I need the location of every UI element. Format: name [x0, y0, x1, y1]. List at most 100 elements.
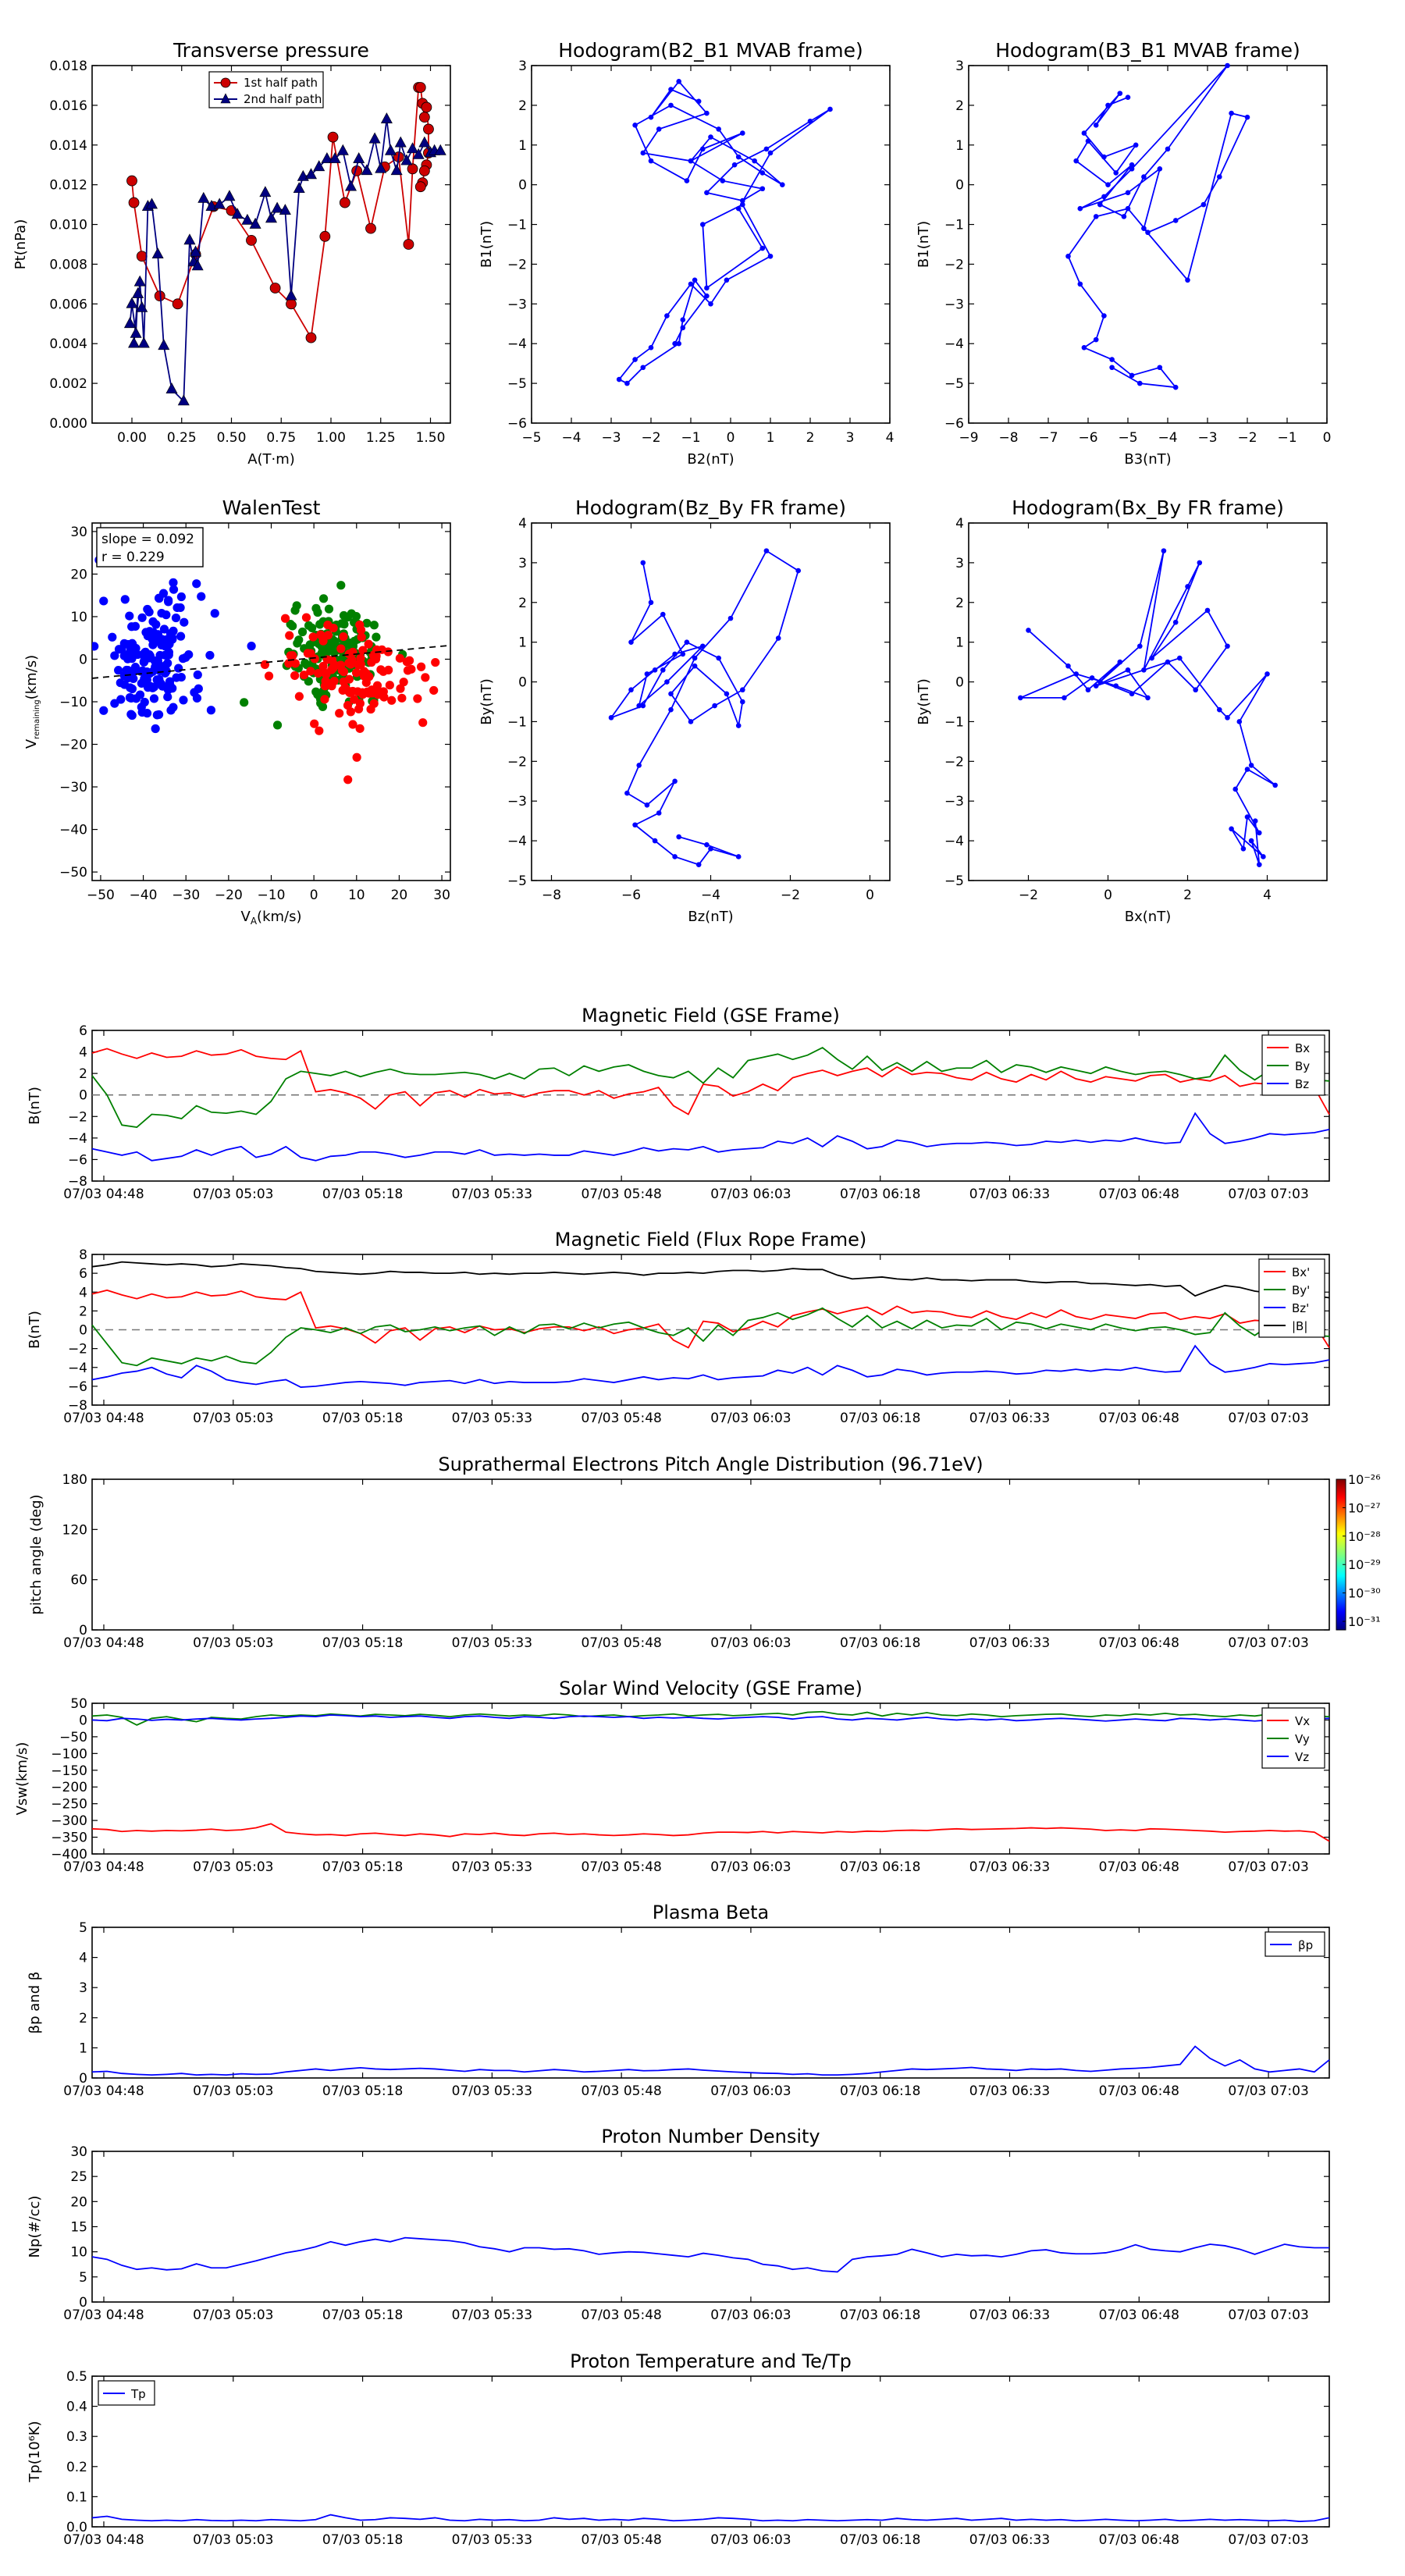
solar-wind-velocity-ytick-label: −250 [51, 1797, 87, 1813]
transverse-pressure-point [128, 336, 140, 348]
transverse-pressure-point [434, 144, 446, 155]
hodogram-b3-b1-point [1085, 138, 1091, 144]
proton-number-density-title: Proton Number Density [601, 2126, 820, 2147]
hodogram-bz-by-point [664, 679, 670, 685]
hodogram-bx-by-point [1093, 683, 1099, 688]
walen-test-point [354, 660, 363, 670]
magnetic-field-flux-rope-series-B [91, 1261, 1330, 1299]
hodogram-b2-b1-point [731, 162, 738, 168]
walen-test-point [114, 645, 124, 654]
plasma-beta-ylabel: βp and β [27, 1972, 43, 2034]
plasma-beta-xtick-label: 07/03 06:18 [840, 2083, 920, 2099]
hodogram-bz-by-ytick-label: 1 [518, 635, 527, 651]
hodogram-bz-by-point [740, 699, 745, 705]
proton-number-density-frame [91, 2151, 1330, 2303]
magnetic-field-gse-xtick-label: 07/03 06:18 [840, 1187, 920, 1202]
transverse-pressure-point [418, 165, 430, 176]
proton-temperature-xtick-label: 07/03 05:48 [581, 2532, 661, 2548]
hodogram-b2-b1-point [716, 126, 721, 132]
walen-test-point [125, 611, 134, 621]
hodogram-bx-by-point [1229, 826, 1234, 832]
transverse-pressure-point [271, 201, 283, 213]
transverse-pressure-point [418, 136, 431, 148]
hodogram-b3-b1-point [1137, 380, 1143, 386]
walen-test-point [429, 685, 439, 696]
transverse-pressure-xtick-label: 0.75 [266, 430, 296, 446]
hodogram-b2-b1-point [632, 357, 638, 362]
hodogram-bz-by-point [735, 854, 742, 859]
hodogram-b2-b1-point [616, 376, 622, 382]
hodogram-b3-b1-xtick-label: −9 [959, 430, 978, 446]
proton-temperature-ytick-label: 0.0 [66, 2520, 87, 2535]
hodogram-bx-by-ytick-label: −1 [944, 714, 964, 730]
transverse-pressure-point [304, 168, 318, 180]
transverse-pressure-point [126, 175, 137, 187]
walen-test-point [127, 622, 137, 632]
hodogram-bx-by-ytick-label: −5 [944, 873, 964, 889]
walen-test-point [325, 646, 335, 656]
plasma-beta-xtick-label: 07/03 05:33 [452, 2083, 532, 2099]
pitch-angle-distribution-colorbar-label: 10⁻³¹ [1348, 1614, 1381, 1629]
hodogram-bx-by-point [1165, 659, 1171, 665]
walen-test-point [343, 775, 353, 785]
walen-test-point [318, 661, 328, 671]
walen-test-point [163, 658, 173, 668]
walen-test-point [99, 706, 108, 715]
proton-number-density-ytick-label: 10 [70, 2245, 87, 2261]
hodogram-b2-b1-point [668, 102, 674, 109]
walen-test-point [336, 581, 346, 590]
magnetic-field-flux-rope-ytick-label: 2 [79, 1304, 87, 1319]
proton-temperature-xtick-label: 07/03 06:18 [840, 2532, 920, 2548]
hodogram-b2-b1-point [656, 126, 662, 132]
transverse-pressure-point [177, 394, 190, 406]
walen-test-point [127, 667, 137, 676]
walen-test-point [343, 700, 353, 710]
hodogram-b3-b1-xtick-label: −6 [1078, 430, 1097, 446]
plasma-beta-xtick-label: 07/03 06:48 [1099, 2083, 1179, 2099]
walen-test-point [192, 693, 202, 703]
hodogram-bz-by-xtick-label: −6 [621, 888, 641, 903]
magnetic-field-flux-rope-title: Magnetic Field (Flux Rope Frame) [555, 1229, 866, 1251]
plasma-beta-legend-label: βp [1298, 1938, 1313, 1952]
magnetic-field-gse-ytick-label: −6 [68, 1152, 87, 1168]
hodogram-bz-by-point [668, 706, 674, 713]
walen-test-xtick-label: −20 [215, 888, 243, 903]
pitch-angle-distribution-colorbar-label: 10⁻²⁸ [1348, 1529, 1381, 1544]
magnetic-field-flux-rope-xtick-label: 07/03 05:03 [193, 1411, 273, 1426]
hodogram-b2-b1-point [759, 170, 766, 176]
hodogram-b3-b1-point [1229, 110, 1234, 116]
hodogram-bx-by-point [1225, 715, 1230, 720]
plasma-beta-xtick-label: 07/03 04:48 [63, 2083, 144, 2099]
hodogram-bx-by-point [1117, 659, 1123, 665]
solar-wind-velocity-series-Vx [91, 1823, 1330, 1842]
walen-test-ytick-label: −30 [59, 780, 87, 795]
magnetic-field-flux-rope-xtick-label: 07/03 04:48 [63, 1411, 144, 1426]
walen-test-point [348, 720, 357, 729]
transverse-pressure-point [375, 162, 387, 173]
magnetic-field-gse-xtick-label: 07/03 06:03 [710, 1187, 791, 1202]
transverse-pressure-ylabel: Pt(nPa) [12, 219, 29, 269]
magnetic-field-flux-rope-legend-label: By' [1292, 1283, 1310, 1297]
hodogram-b2-b1-point [807, 118, 813, 124]
magnetic-field-gse-ytick-label: 2 [79, 1066, 87, 1082]
solar-wind-velocity-ytick-label: 0 [79, 1713, 87, 1728]
walen-test-point [125, 649, 134, 658]
proton-number-density-ytick-label: 0 [79, 2295, 87, 2311]
walen-test-point [179, 696, 188, 705]
transverse-pressure-point [123, 317, 136, 329]
walen-test-point [286, 651, 295, 660]
magnetic-field-flux-rope-legend-label: Bz' [1292, 1301, 1309, 1315]
walen-test-point [314, 669, 323, 678]
solar-wind-velocity-legend-label: Vz [1295, 1750, 1309, 1764]
hodogram-bz-by-xtick-label: 0 [866, 888, 874, 903]
plasma-beta-ytick-label: 0 [79, 2071, 87, 2087]
walen-test-point [194, 684, 203, 693]
magnetic-field-flux-rope-xtick-label: 07/03 06:33 [969, 1411, 1050, 1426]
walen-test-point [343, 613, 353, 622]
solar-wind-velocity-ylabel: Vsw(km/s) [14, 1742, 30, 1816]
transverse-pressure-point [293, 182, 305, 194]
hodogram-b2-b1-point [704, 190, 710, 196]
solar-wind-velocity-title: Solar Wind Velocity (GSE Frame) [559, 1678, 863, 1699]
transverse-pressure-point [344, 180, 357, 191]
hodogram-b2-b1-point [759, 245, 766, 251]
